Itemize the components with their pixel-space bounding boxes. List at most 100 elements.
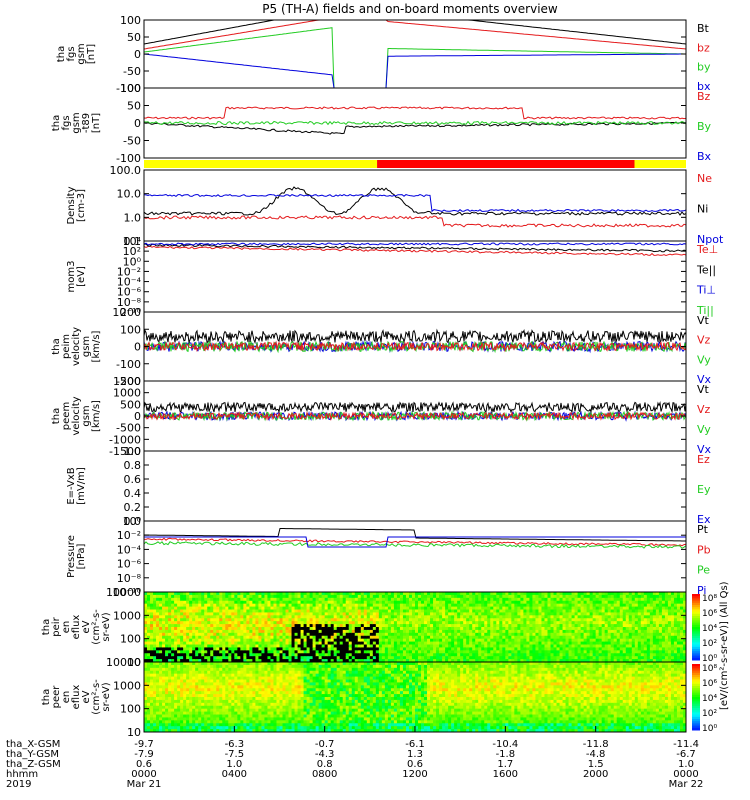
heatmap-cell (421, 606, 425, 611)
heatmap-cell (547, 644, 552, 649)
trace-by (144, 27, 686, 88)
heatmap-cell (363, 618, 368, 622)
heatmap-cell (526, 629, 531, 634)
heatmap-cell (589, 650, 594, 654)
heatmap-cell (177, 688, 181, 692)
heatmap-cell (466, 632, 470, 637)
heatmap-cell (153, 699, 157, 704)
heatmap-cell (490, 629, 494, 634)
heatmap-cell (415, 656, 419, 660)
heatmap-cell (643, 647, 648, 651)
heatmap-cell (162, 717, 166, 721)
heatmap-cell (219, 644, 223, 649)
heatmap-cell (619, 603, 624, 608)
heatmap-cell (354, 592, 359, 596)
heatmap-cell (433, 627, 437, 631)
heatmap-cell (652, 606, 657, 611)
heatmap-cell (228, 641, 232, 646)
heatmap-cell (405, 647, 410, 651)
heatmap-cell (273, 629, 278, 634)
heatmap-cell (415, 609, 419, 614)
heatmap-cell (183, 664, 187, 669)
heatmap-cell (156, 691, 160, 695)
heatmap-cell (231, 656, 235, 660)
heatmap-cell (315, 629, 320, 634)
heatmap-cell (601, 606, 606, 611)
heatmap-cell (255, 594, 260, 599)
heatmap-cell (565, 615, 570, 619)
heatmap-cell (399, 638, 404, 643)
legend-By: By (697, 120, 712, 133)
heatmap-cell (255, 632, 260, 637)
heatmap-cell (532, 603, 537, 608)
heatmap-cell (318, 650, 323, 654)
heatmap-cell (411, 594, 416, 599)
heatmap-cell (589, 594, 594, 599)
heatmap-cell (405, 641, 410, 646)
heatmap-cell (622, 603, 627, 608)
heatmap-cell (180, 615, 184, 619)
heatmap-cell (601, 612, 606, 616)
heatmap-cell (213, 629, 217, 634)
heatmap-cell (366, 647, 371, 651)
heatmap-cell (219, 621, 223, 625)
heatmap-cell (333, 600, 338, 605)
heatmap-cell (306, 641, 311, 646)
heatmap-cell (433, 650, 437, 654)
heatmap-cell (171, 705, 175, 710)
heatmap-cell (673, 597, 678, 602)
heatmap-cell (174, 670, 178, 675)
heatmap-cell (168, 641, 172, 646)
heatmap-cell (276, 594, 281, 599)
heatmap-cell (529, 609, 534, 614)
heatmap-cell (667, 659, 672, 662)
heatmap-cell (466, 627, 470, 631)
heatmap-cell (273, 612, 278, 616)
heatmap-cell (219, 618, 223, 622)
heatmap-cell (580, 615, 585, 619)
colorbar-swatch (692, 653, 700, 657)
heatmap-cell (318, 609, 323, 614)
y-tick-label: -50 (123, 135, 141, 148)
heatmap-cell (637, 609, 642, 614)
heatmap-cell (249, 647, 253, 651)
legend-Pt: Pt (697, 523, 709, 536)
heatmap-cell (505, 641, 509, 646)
heatmap-cell (153, 609, 157, 614)
heatmap-cell (153, 694, 157, 698)
heatmap-cell (472, 594, 476, 599)
heatmap-cell (378, 635, 383, 640)
heatmap-cell (457, 592, 461, 596)
heatmap-cell (424, 603, 428, 608)
heatmap-cell (604, 627, 609, 631)
heatmap-cell (396, 632, 401, 637)
heatmap-cell (342, 592, 347, 596)
heatmap-cell (418, 603, 422, 608)
heatmap-cell (336, 641, 341, 646)
heatmap-cell (598, 597, 603, 602)
heatmap-cell (556, 647, 561, 651)
heatmap-cell (568, 592, 573, 596)
heatmap-cell (655, 618, 660, 622)
heatmap-cell (598, 656, 603, 660)
heatmap-cell (481, 594, 485, 599)
heatmap-cell (168, 650, 172, 654)
heatmap-cell (661, 656, 666, 660)
heatmap-cell (439, 635, 443, 640)
heatmap-cell (366, 597, 371, 602)
heatmap-cell (601, 644, 606, 649)
heatmap-cell (171, 720, 175, 724)
heatmap-cell (586, 635, 591, 640)
heatmap-cell (303, 641, 308, 646)
heatmap-cell (637, 592, 642, 596)
heatmap-cell (460, 606, 464, 611)
heatmap-cell (177, 705, 181, 710)
heatmap-cell (234, 659, 238, 662)
heatmap-cell (144, 717, 148, 721)
heatmap-cell (646, 606, 651, 611)
heatmap-cell (165, 676, 169, 681)
heatmap-cell (634, 597, 639, 602)
heatmap-cell (538, 641, 543, 646)
heatmap-cell (186, 726, 190, 730)
heatmap-cell (153, 606, 157, 611)
